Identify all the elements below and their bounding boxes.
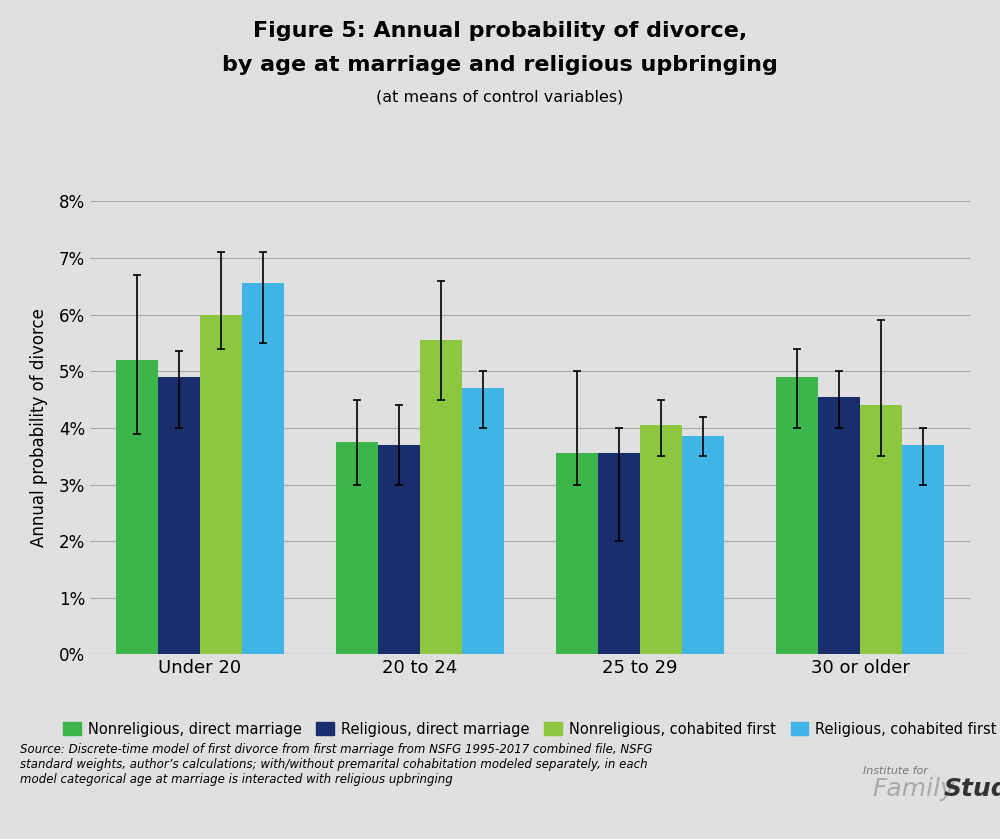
Bar [116,360,158,654]
Bar [818,397,860,654]
Bar [200,315,242,654]
Bar [462,388,504,654]
Bar [158,377,200,654]
Bar [556,453,598,654]
Bar [860,405,902,654]
Text: Figure 5: Annual probability of divorce,: Figure 5: Annual probability of divorce, [253,21,747,41]
Text: Institute for: Institute for [863,766,927,776]
Text: Family: Family [872,777,955,801]
Bar [378,445,420,654]
Text: Source: Discrete-time model of first divorce from first marriage from NSFG 1995-: Source: Discrete-time model of first div… [20,743,652,785]
Legend: Nonreligious, direct marriage, Religious, direct marriage, Nonreligious, cohabit: Nonreligious, direct marriage, Religious… [57,716,1000,743]
Text: Studies: Studies [944,777,1000,801]
Bar [776,377,818,654]
Y-axis label: Annual probability of divorce: Annual probability of divorce [30,309,48,547]
Bar [420,340,462,654]
Text: (at means of control variables): (at means of control variables) [376,90,624,105]
Bar [902,445,944,654]
Text: by age at marriage and religious upbringing: by age at marriage and religious upbring… [222,55,778,75]
Bar [682,436,724,654]
Bar [242,284,284,654]
Bar [640,425,682,654]
Bar [336,442,378,654]
Bar [598,453,640,654]
